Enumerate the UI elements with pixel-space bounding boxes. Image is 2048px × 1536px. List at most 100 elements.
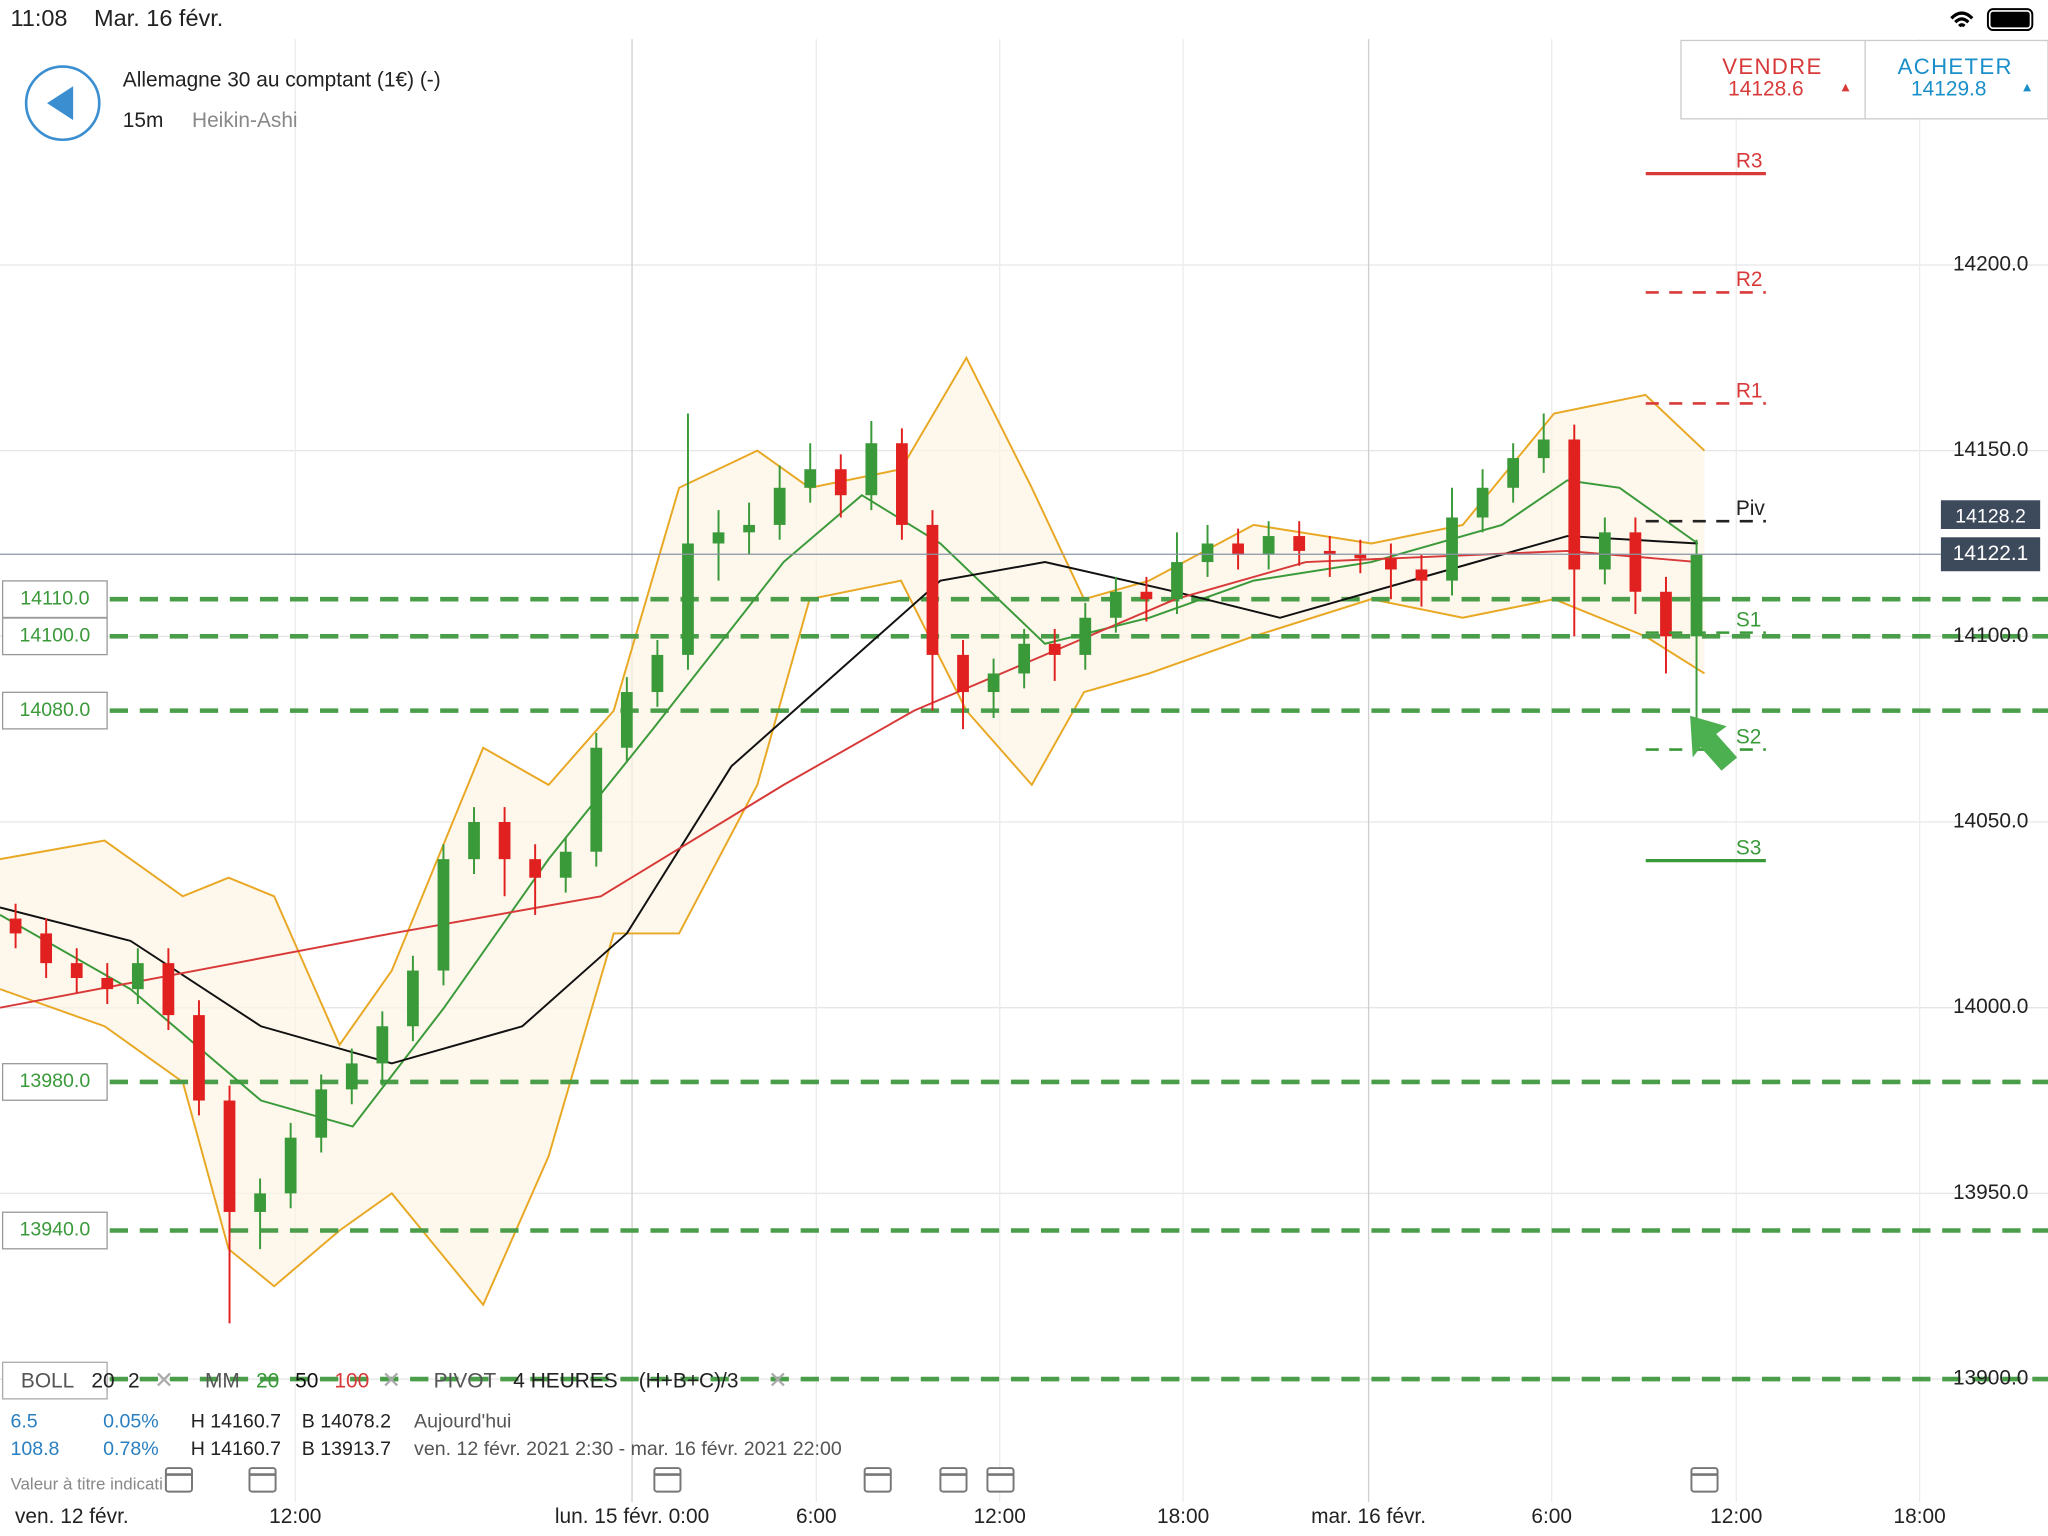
stat-change: 6.5 [10,1411,37,1433]
indicator-box [1,1361,108,1400]
last-price-box [1940,537,2041,572]
plot-layer [0,355,2048,1382]
candle-body [529,859,542,878]
stat-pct: 0.05% [103,1411,159,1433]
candle-body [712,532,725,544]
candle-body [223,1100,236,1212]
candle-body [162,963,175,1016]
candle-body [193,1015,205,1101]
candle-body [498,822,511,860]
pivot-remove[interactable]: ✕ [768,1367,788,1393]
level-label: 14100.0 [19,625,90,647]
candle-body [1446,517,1458,581]
candle-body [773,487,786,525]
ma-remove[interactable]: ✕ [381,1367,401,1393]
boll-period[interactable]: 20 [91,1369,114,1392]
candle-body [1354,554,1367,559]
stat-change: 108.8 [10,1438,59,1460]
candle-body [559,851,572,878]
pivot-formula[interactable]: (H+B+C)/3 [639,1369,739,1392]
candle-body [1660,591,1672,637]
status-date: Mar. 16 févr. [94,5,223,31]
candle-body [1201,543,1214,563]
candle-body [620,692,633,748]
x-tick-label: 12:00 [974,1505,1026,1528]
pivot-label[interactable]: PIVOT [434,1369,497,1392]
buy-button[interactable] [1864,39,2048,120]
candle-body [1537,439,1550,459]
x-tick-label: 12:00 [269,1505,321,1528]
x-tick-label: 6:00 [1531,1505,1572,1528]
calendar-icon[interactable] [653,1467,682,1493]
candle-body [284,1137,297,1194]
y-tick-label: 14150.0 [1953,438,2028,461]
band-fill [0,357,1705,1305]
calendar-icons [164,1467,1719,1493]
calendar-icon[interactable] [1690,1467,1719,1493]
calendar-icon[interactable] [986,1467,1015,1493]
calendar-icon[interactable] [939,1467,968,1493]
candle-body [651,654,664,693]
pivot-period[interactable]: 4 HEURES [513,1369,617,1392]
candle-body [1598,532,1611,570]
prev-price-label: 14128.2 [1955,505,2026,527]
band-upper [0,355,1706,1047]
ma-legend: 20 50 100 [256,1369,369,1392]
sell-button[interactable] [1680,39,1866,120]
x-tick-label: lun. 15 févr. 0:00 [555,1505,709,1528]
back-arrow[interactable] [47,86,74,121]
band-lower [0,579,1705,1307]
candle-body [407,970,419,1027]
boll-dev[interactable]: 2 [128,1369,140,1392]
stat-low: B 13913.7 [302,1438,391,1460]
candle-body [1690,554,1703,637]
boll-remove[interactable]: ✕ [154,1367,174,1393]
candle-body [957,654,969,693]
level-label: 14110.0 [20,587,89,609]
candle-body [254,1193,266,1212]
x-tick-label: mar. 16 févr. [1311,1505,1426,1528]
candle-body [590,747,603,852]
calendar-icon[interactable] [164,1467,193,1493]
calendar-icon[interactable] [863,1467,892,1493]
candle-body [1568,439,1581,570]
calendar-icon[interactable] [248,1467,277,1493]
candle-body [1171,562,1183,600]
ma-legend-entry[interactable]: 50 [295,1369,318,1392]
candle-body [468,822,480,860]
level-label-box [1,617,108,656]
candle-body [376,1026,389,1064]
candle-body [987,673,1000,693]
battery-icon [1986,8,2034,32]
sell-label[interactable]: VENDRE [1722,54,1822,79]
chart-style[interactable]: Heikin-Ashi [192,109,298,132]
pivot-label: Piv [1736,497,1766,520]
ma-legend-entry[interactable]: 100 [334,1369,369,1392]
battery-level [1990,11,2030,28]
candle-body [315,1089,328,1138]
candle-body [1323,550,1336,555]
candle-body [40,933,53,964]
interval[interactable]: 15m [123,109,164,132]
stat-high: H 14160.7 [191,1438,281,1460]
candle-body [1018,643,1031,674]
buy-label[interactable]: ACHETER [1898,54,2013,79]
stat-period: ven. 12 févr. 2021 2:30 - mar. 16 févr. … [414,1438,842,1460]
candle-body [896,443,908,525]
sell-price[interactable]: 14128.6 [1728,78,1803,101]
ma-legend-entry[interactable]: 20 [256,1369,279,1392]
stat-pct: 0.78% [103,1438,159,1460]
ma-label[interactable]: MM [205,1369,240,1392]
pivot-label: R3 [1736,149,1763,172]
y-tick-label: 13950.0 [1953,1181,2028,1204]
level-label-box [1,1211,108,1250]
back-button[interactable] [24,65,101,142]
boll-label[interactable]: BOLL [21,1369,74,1392]
candle-body [1476,487,1489,518]
buy-price[interactable]: 14129.8 [1911,78,1986,101]
candle-body [804,469,817,488]
sell-arrow [1841,83,1850,92]
candle-body [834,469,847,496]
candle-body [1415,569,1428,581]
candle-body [1262,536,1275,555]
